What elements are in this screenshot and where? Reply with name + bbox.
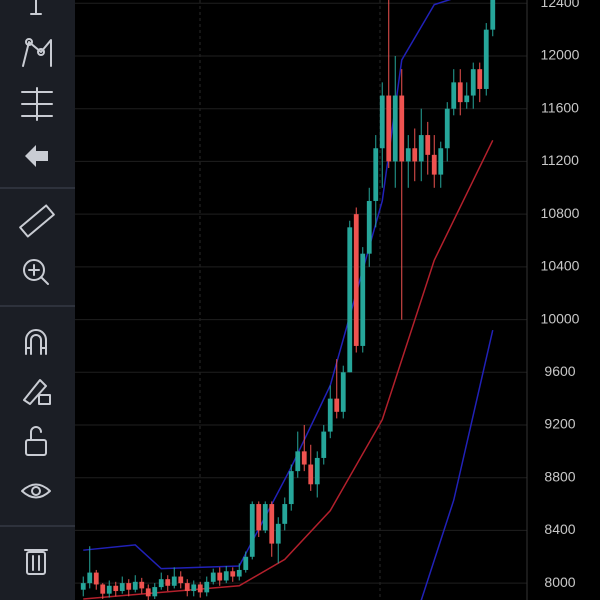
candle-body <box>392 95 398 162</box>
candle-body <box>444 108 450 149</box>
candle-body <box>119 583 125 592</box>
candle-body <box>412 148 418 162</box>
candle-body <box>262 504 268 531</box>
candle-body <box>230 571 236 577</box>
candle-body <box>340 372 346 412</box>
y-tick-label: 10000 <box>541 310 580 326</box>
candle-body <box>204 581 210 593</box>
y-tick-label: 8400 <box>544 521 575 537</box>
candle-body <box>158 579 164 588</box>
zoom-tool[interactable] <box>23 259 49 285</box>
candle-body <box>113 585 119 592</box>
candle-body <box>379 95 385 149</box>
candle-body <box>145 588 151 597</box>
candle-body <box>106 585 112 594</box>
y-tick-label: 10400 <box>541 258 580 274</box>
candle-body <box>334 398 340 412</box>
candle-body <box>256 504 262 531</box>
candle-body <box>269 504 275 544</box>
band-line <box>83 140 494 600</box>
candle-body <box>360 253 366 346</box>
candle-body <box>100 584 106 594</box>
candle-body <box>399 95 405 162</box>
candle-body <box>197 584 203 593</box>
candle-body <box>249 504 255 557</box>
fib-tool[interactable] <box>21 87 53 121</box>
candle-body <box>490 0 496 30</box>
candle-body <box>184 583 190 592</box>
y-tick-label: 8000 <box>544 574 575 590</box>
candle-body <box>217 572 223 581</box>
visibility[interactable] <box>21 483 51 499</box>
candle-body <box>126 583 132 590</box>
unlock[interactable] <box>25 426 47 456</box>
lock-drawing[interactable] <box>23 379 51 405</box>
magnet-tool[interactable] <box>25 329 47 355</box>
candle-body <box>477 69 483 89</box>
candle-body <box>431 154 437 175</box>
candle-body <box>275 523 281 544</box>
y-tick-label: 9200 <box>544 416 575 432</box>
line-tool[interactable] <box>30 0 42 15</box>
y-tick-label: 11200 <box>541 152 579 168</box>
candle-body <box>314 457 320 485</box>
grid <box>199 0 381 600</box>
candle-body <box>308 464 314 485</box>
y-tick-label: 12000 <box>541 47 580 63</box>
candle-body <box>236 569 242 577</box>
y-tick-label: 10800 <box>541 205 580 221</box>
candle-body <box>223 571 229 581</box>
candle-body <box>93 572 99 585</box>
pattern-tool[interactable] <box>22 38 52 67</box>
candle-body <box>171 576 177 586</box>
candle-body <box>243 556 249 570</box>
band-line <box>420 329 494 600</box>
axis: 8000 8400 8800 9200 9600 10000 10400 10800 11200… <box>541 0 580 590</box>
plot <box>75 0 527 600</box>
ruler-tool[interactable] <box>19 204 55 238</box>
candle-body <box>178 576 184 584</box>
candle-body <box>152 587 158 597</box>
y-tick-label: 11600 <box>541 99 579 115</box>
candle-body <box>464 95 470 103</box>
price-axis <box>527 0 600 600</box>
y-tick-label: 9600 <box>544 363 575 379</box>
candle-body <box>470 69 476 96</box>
candle-body <box>418 135 424 162</box>
candle-body <box>165 579 171 586</box>
candle-body <box>373 148 379 201</box>
candle-body <box>386 95 392 162</box>
candle-body <box>353 214 359 346</box>
candle-body <box>321 431 327 458</box>
delete[interactable] <box>24 549 48 575</box>
candle-body <box>327 398 333 432</box>
candle-body <box>288 471 294 505</box>
candle-body <box>132 581 138 590</box>
candle-body <box>87 572 93 584</box>
candle-body <box>191 584 197 592</box>
candle-body <box>438 148 444 175</box>
toolbar <box>0 0 75 600</box>
candle-body <box>457 82 463 103</box>
candle-body <box>451 82 457 109</box>
candle-body <box>282 504 288 524</box>
y-tick-label: 8800 <box>544 468 575 484</box>
candle-body <box>425 135 431 155</box>
candle-body <box>347 227 353 373</box>
candle-body <box>210 572 216 582</box>
candle-body <box>483 29 489 89</box>
back-tool[interactable] <box>25 145 48 167</box>
band-line <box>83 0 452 570</box>
candle-body <box>295 451 301 472</box>
candle-body <box>405 148 411 162</box>
candle-body <box>139 581 145 589</box>
y-tick-label: 12400 <box>541 0 580 10</box>
candle-body <box>301 451 307 465</box>
candle-body <box>80 583 86 590</box>
candle-body <box>366 200 372 254</box>
